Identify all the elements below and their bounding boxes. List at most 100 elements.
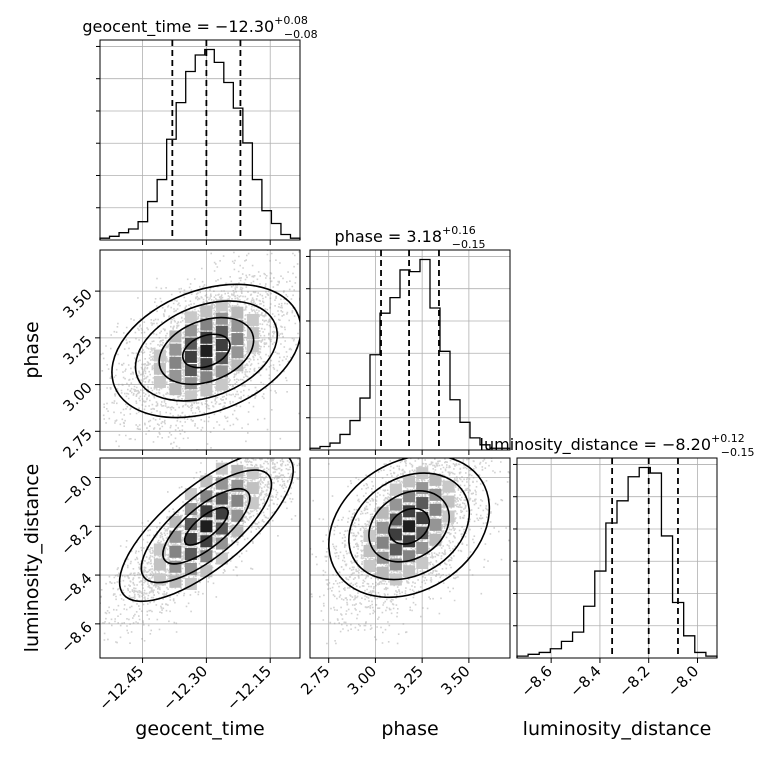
density-cell <box>403 565 416 578</box>
frame <box>99 457 301 659</box>
density-cell <box>215 537 228 550</box>
density-cell <box>363 559 376 572</box>
density-cell <box>389 543 402 556</box>
contour-0 <box>388 507 430 545</box>
density-cell <box>200 344 213 357</box>
y-tick-label-phase-1: 3.00 <box>59 379 95 415</box>
frame-geocent_time <box>99 39 301 241</box>
title-err-minus: −0.08 <box>284 28 318 41</box>
density-cell <box>403 535 416 548</box>
density-cell <box>215 339 228 352</box>
y-tick-label-phase-0: 2.75 <box>59 425 95 461</box>
title-luminosity_distance: luminosity_distance = −8.20+0.12 −0.15 <box>480 432 755 459</box>
density-cell <box>231 509 244 522</box>
hist-panel-geocent_time: geocent_time = −12.30+0.08 −0.08 <box>82 14 318 241</box>
histogram-luminosity_distance <box>516 466 718 658</box>
contour-0 <box>181 333 231 369</box>
contour-2 <box>134 300 279 402</box>
contour-1 <box>368 489 450 563</box>
x-tick-label-geocent_time-0: −12.45 <box>95 662 147 714</box>
density-cell <box>429 503 442 516</box>
density-cell <box>200 505 213 518</box>
density-cell <box>200 318 213 331</box>
density-cell <box>184 503 197 516</box>
x-tick-label-luminosity_distance-1: −8.4 <box>566 662 604 700</box>
hist-panel-luminosity_distance: luminosity_distance = −8.20+0.12 −0.15 <box>480 432 755 659</box>
x-tick-label-luminosity_distance-0: −8.6 <box>517 662 555 700</box>
density-cell <box>389 483 402 496</box>
density-cell <box>231 319 244 332</box>
density-cell <box>231 359 244 372</box>
density-cell <box>231 333 244 346</box>
contour-2 <box>140 469 273 584</box>
density-cell <box>184 311 197 324</box>
x-tick-label-luminosity_distance-3: −8.0 <box>664 662 702 700</box>
density-cell <box>169 383 182 396</box>
density-cell <box>184 518 197 531</box>
x-axis-label-geocent_time: geocent_time <box>135 718 264 740</box>
density-cell <box>184 390 197 403</box>
frame-luminosity_distance <box>516 457 718 659</box>
density-cell <box>416 497 429 510</box>
density-cell <box>215 492 228 505</box>
title-err-plus: +0.08 <box>274 14 308 27</box>
frame <box>309 457 511 659</box>
contour-1 <box>162 487 251 565</box>
y-tick-label-luminosity_distance-1: −8.4 <box>57 569 95 607</box>
density-cell <box>153 573 166 586</box>
x-tick-label-geocent_time-1: −12.30 <box>159 662 211 714</box>
panel-content <box>310 458 510 658</box>
density-cell <box>169 545 182 558</box>
density-cell <box>403 475 416 488</box>
y-tick-label-luminosity_distance-0: −8.6 <box>57 618 95 656</box>
title-prefix: phase = 3.18 <box>335 227 442 246</box>
density-cell <box>376 536 389 549</box>
density-cell <box>215 312 228 325</box>
y-axis-label-phase: phase <box>21 321 43 378</box>
density-cell <box>153 375 166 388</box>
density-cell <box>184 324 197 337</box>
density-cell <box>200 371 213 384</box>
contour-1 <box>158 316 255 386</box>
panel-content <box>100 250 300 450</box>
density-cell <box>231 346 244 359</box>
density-cell <box>429 533 442 546</box>
contour-0 <box>183 506 229 546</box>
density-cell <box>215 522 228 535</box>
y-tick-label-luminosity_distance-3: −8.0 <box>57 472 95 510</box>
title-geocent_time: geocent_time = −12.30+0.08 −0.08 <box>82 14 317 41</box>
scatter-points <box>310 458 510 658</box>
density-cell <box>184 350 197 363</box>
density-cell <box>200 535 213 548</box>
density-cell <box>169 356 182 369</box>
density-cell <box>389 528 402 541</box>
frame-phase <box>309 249 511 451</box>
y-tick-label-luminosity_distance-2: −8.2 <box>57 520 95 558</box>
density-cell <box>184 548 197 561</box>
x-tick-label-luminosity_distance-2: −8.2 <box>615 662 653 700</box>
density-cell <box>184 377 197 390</box>
histogram-geocent_time <box>99 48 301 240</box>
density-cell <box>169 330 182 343</box>
density-cell <box>169 343 182 356</box>
title-prefix: geocent_time = −12.30 <box>82 17 274 37</box>
density-cell <box>153 558 166 571</box>
x-axis-label-luminosity_distance: luminosity_distance <box>523 718 712 740</box>
title-err-plus: +0.16 <box>442 224 476 237</box>
density-cell <box>416 542 429 555</box>
scatter-panel-geocent_time-phase <box>99 249 301 451</box>
density-cell <box>169 369 182 382</box>
contour-3 <box>328 458 491 599</box>
x-axis-label-phase: phase <box>381 718 438 740</box>
density-cell <box>246 482 259 495</box>
density-cell <box>200 358 213 371</box>
title-err-minus: −0.15 <box>452 238 486 251</box>
x-tick-label-phase-1: 3.00 <box>344 662 380 698</box>
scatter-points <box>100 250 300 450</box>
density-cell <box>389 558 402 571</box>
density-cell <box>416 482 429 495</box>
density-cell <box>231 494 244 507</box>
density-cell <box>200 384 213 397</box>
x-tick-label-phase-0: 2.75 <box>297 662 333 698</box>
